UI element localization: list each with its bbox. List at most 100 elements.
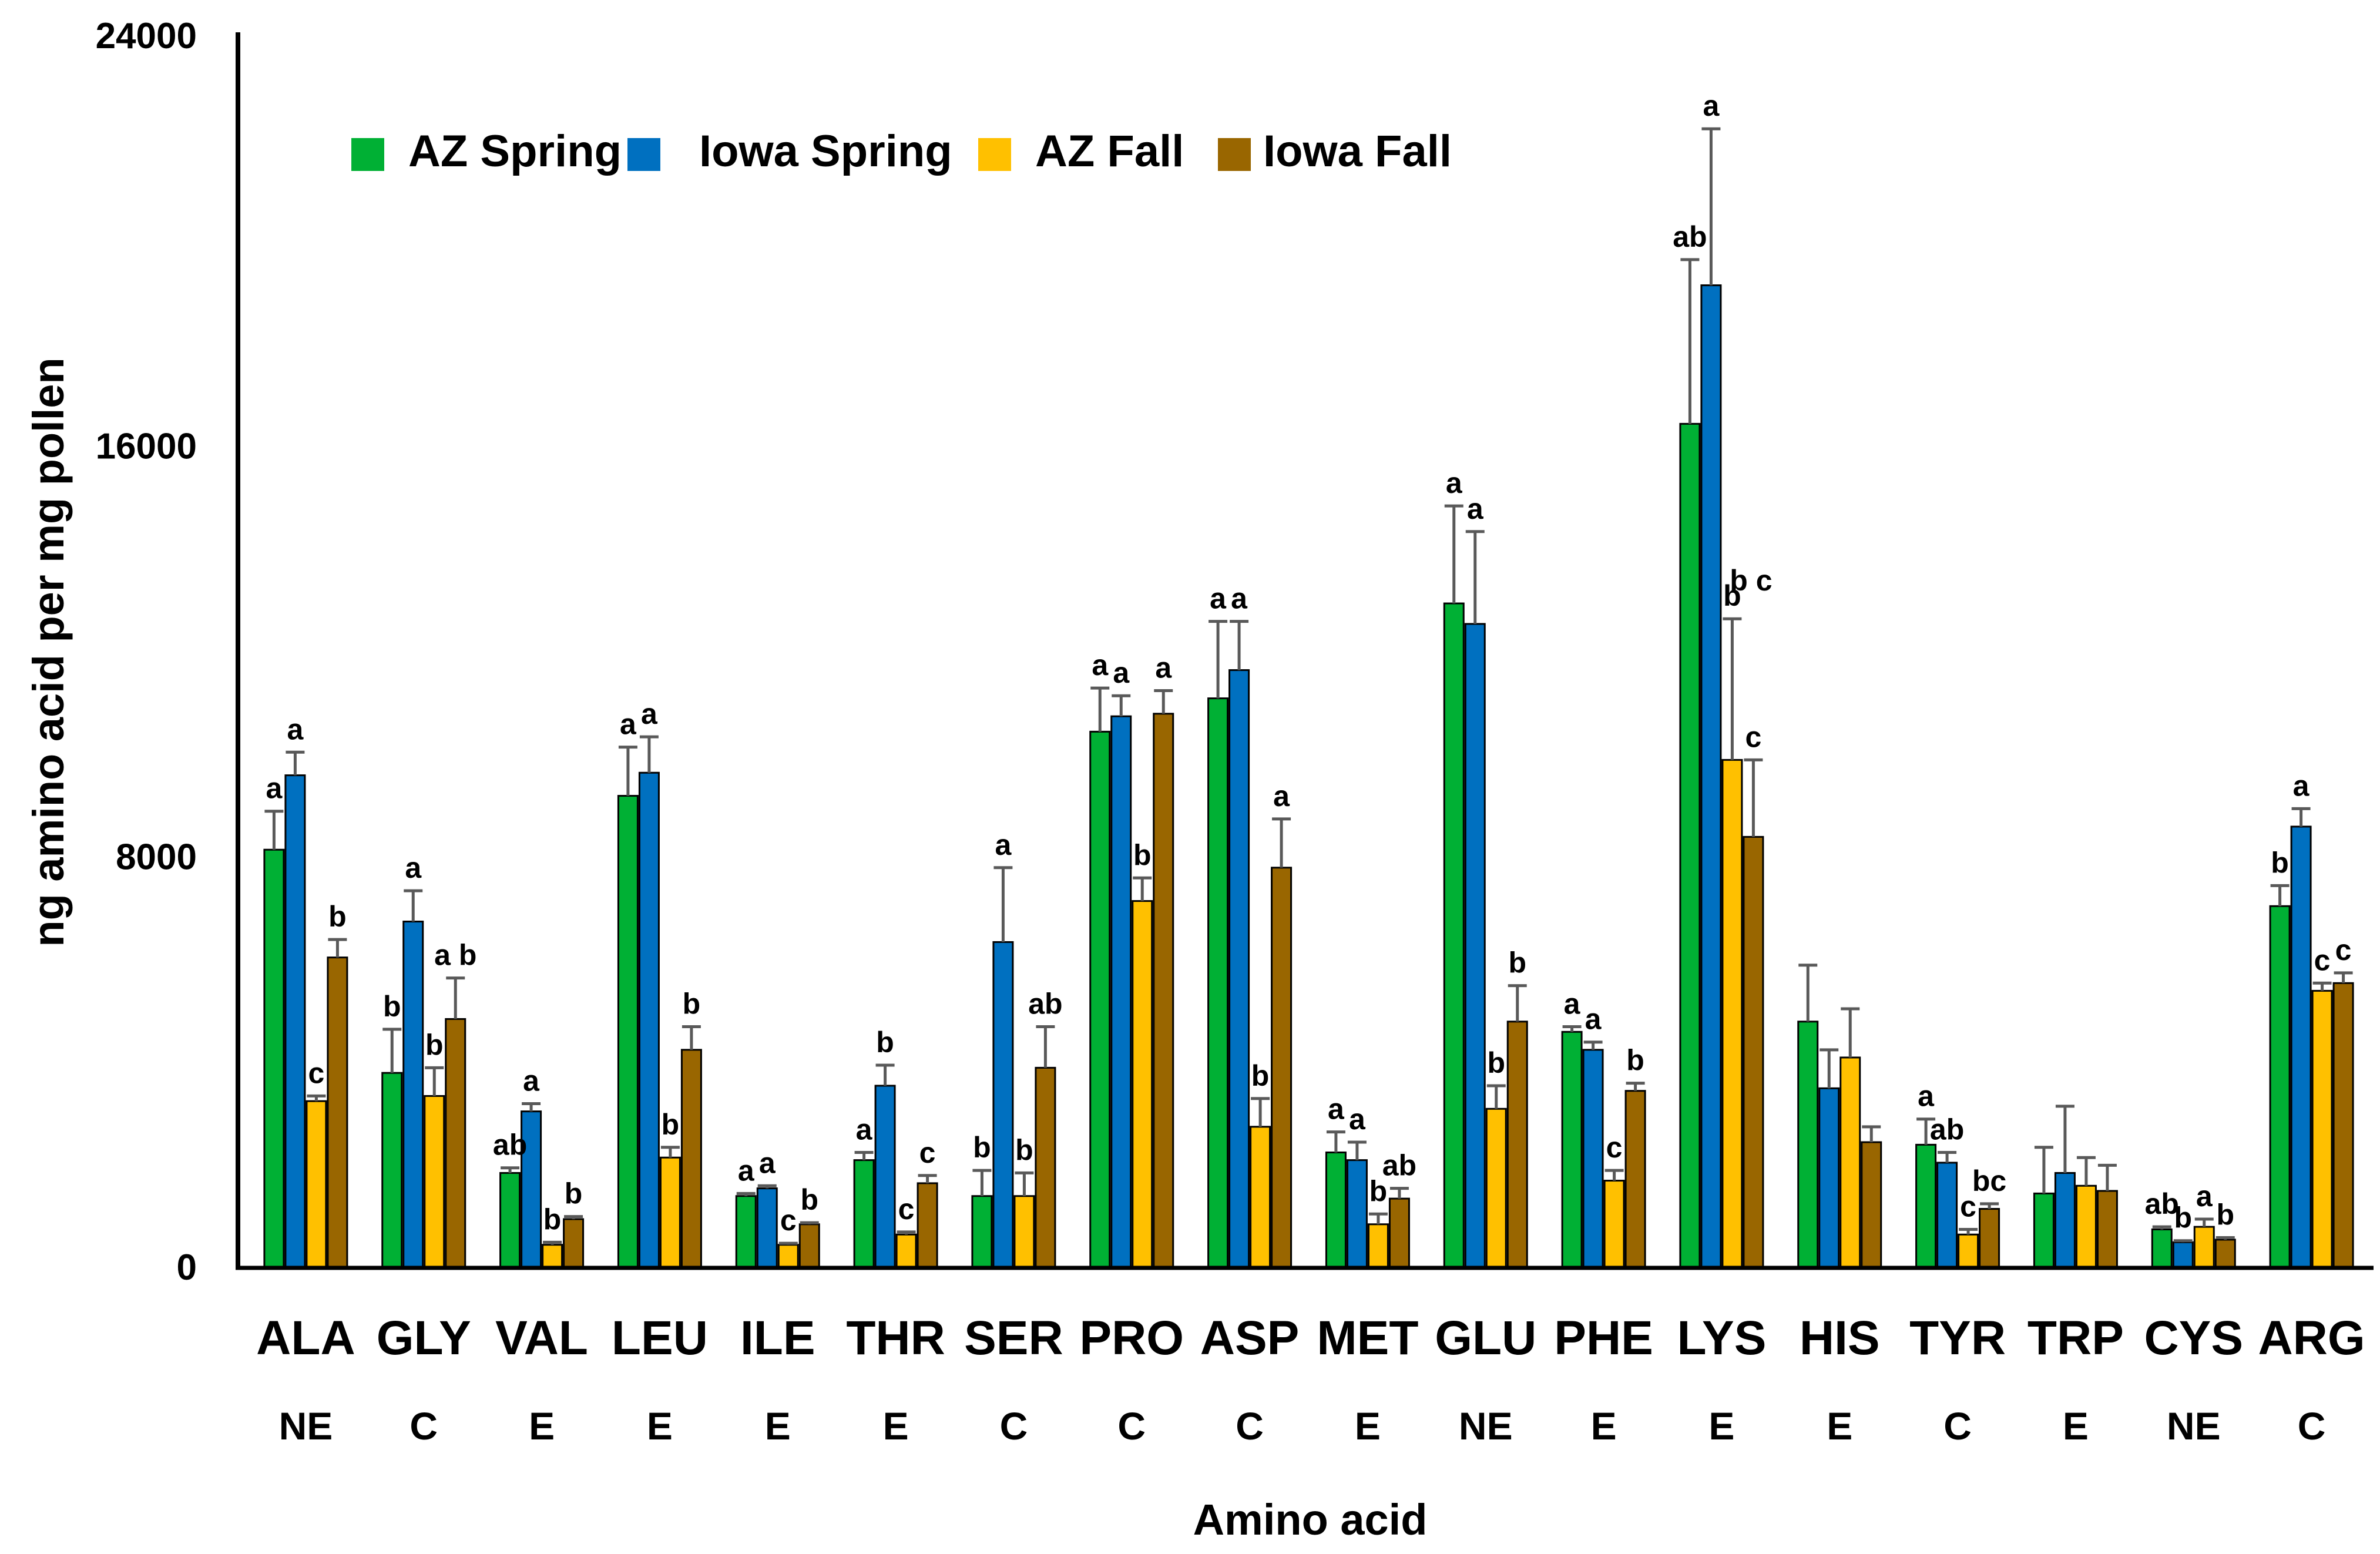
significance-label: a [620, 708, 637, 741]
significance-label: a [1113, 656, 1130, 689]
bar-cys-az-fall [2193, 1226, 2215, 1269]
significance-label: a [1349, 1103, 1366, 1136]
bar-pro-az-fall [1132, 900, 1153, 1269]
significance-label: b [383, 990, 401, 1023]
significance-label: b [2174, 1201, 2192, 1234]
significance-label: ab [1673, 220, 1707, 253]
legend-swatch-iowa-spring [627, 138, 660, 171]
significance-label: a [1273, 780, 1290, 813]
significance-label: b [800, 1183, 818, 1216]
legend-label: Iowa Spring [699, 126, 952, 176]
x-tick-label: GLU [1435, 1311, 1536, 1365]
x-tick-label: VAL [495, 1311, 588, 1365]
bar-val-az-fall [542, 1244, 563, 1269]
significance-label: a [405, 851, 422, 884]
legend: AZ Spring Iowa Spring AZ Fall Iowa Fall [351, 126, 1452, 176]
x-tick-label: MET [1317, 1311, 1418, 1365]
bar-his-az-fall [1839, 1056, 1861, 1269]
significance-label: b [683, 988, 701, 1021]
significance-label: b [2216, 1198, 2234, 1231]
bar-tyr-az-fall [1958, 1233, 1979, 1269]
bar-ser-az-spring [971, 1195, 993, 1269]
significance-label: c [1745, 720, 1762, 753]
significance-label: c [780, 1204, 797, 1237]
significance-label: b [662, 1108, 680, 1141]
x-tick-label: PHE [1554, 1311, 1653, 1365]
bar-tyr-iowa-fall [1979, 1208, 2000, 1269]
amino-acid-class-label: E [1355, 1404, 1381, 1448]
amino-acid-class-label: NE [279, 1404, 333, 1448]
bar-ala-az-fall [306, 1100, 327, 1269]
bar-his-iowa-fall [1861, 1141, 1882, 1269]
significance-label: ab [1028, 988, 1062, 1021]
bar-glu-iowa-spring [1464, 623, 1486, 1269]
significance-label: a [266, 772, 283, 805]
x-tick-label: HIS [1800, 1311, 1880, 1365]
bars-layer [263, 284, 2354, 1269]
x-tick-label: TRP [2027, 1311, 2124, 1365]
amino-acid-class-label: E [883, 1404, 909, 1448]
bar-val-iowa-fall [563, 1218, 585, 1269]
x-tick-label: ALA [256, 1311, 355, 1365]
legend-swatch-az-fall [978, 138, 1011, 171]
significance-label: b [2271, 846, 2289, 879]
bar-met-az-spring [1325, 1152, 1347, 1269]
amino-acid-class-label: NE [1459, 1404, 1513, 1448]
significance-label: b [1369, 1174, 1388, 1207]
bar-thr-iowa-spring [874, 1085, 896, 1269]
bar-arg-az-fall [2311, 989, 2333, 1269]
bar-trp-iowa-spring [2054, 1172, 2076, 1269]
x-tick-label: LYS [1677, 1311, 1766, 1365]
significance-label: c [1606, 1131, 1623, 1164]
significance-label: a [2196, 1180, 2213, 1213]
bar-ile-az-spring [735, 1195, 757, 1269]
bar-met-iowa-fall [1388, 1197, 1410, 1269]
bar-met-az-fall [1367, 1223, 1389, 1269]
significance-label: ab [1382, 1149, 1416, 1182]
significance-label: b [876, 1026, 894, 1059]
bar-lys-az-fall [1721, 758, 1743, 1269]
significance-label: b c [1730, 564, 1772, 597]
y-tick-label: 0 [177, 1247, 197, 1288]
axes-layer [236, 32, 2374, 1270]
axis-labels-layer: ALA NE GLY C VAL E LEU E ILE E THR E SER C PRO C ASP C MET… [24, 16, 2365, 1544]
bar-gly-az-spring [381, 1072, 403, 1269]
bar-leu-iowa-spring [638, 771, 660, 1269]
significance-label: a [1446, 466, 1463, 499]
significance-label: a [287, 713, 304, 746]
x-tick-label: TYR [1909, 1311, 2006, 1365]
significance-label: ab [1930, 1113, 1964, 1146]
bar-cys-iowa-spring [2172, 1241, 2194, 1269]
bar-pro-az-spring [1089, 730, 1111, 1269]
y-axis-title: ng amino acid per mg pollen [24, 357, 73, 947]
legend-label: AZ Spring [408, 126, 622, 176]
bar-cys-az-spring [2151, 1229, 2173, 1269]
significance-label: b [425, 1028, 444, 1061]
significance-label: b [1251, 1059, 1270, 1092]
amino-acid-class-label: E [647, 1404, 673, 1448]
significance-label: b [973, 1131, 991, 1164]
bar-lys-iowa-fall [1743, 835, 1764, 1269]
significance-label: b [1133, 838, 1152, 871]
bar-gly-iowa-spring [402, 921, 424, 1269]
bar-glu-az-spring [1443, 602, 1465, 1269]
significance-label: a [738, 1154, 755, 1187]
bar-asp-iowa-fall [1271, 867, 1293, 1269]
bar-thr-az-fall [895, 1233, 917, 1269]
significance-label: ab [2145, 1187, 2179, 1220]
bar-ser-iowa-spring [992, 941, 1014, 1269]
bar-his-iowa-spring [1818, 1087, 1840, 1269]
significance-label: a [641, 697, 658, 730]
significance-label: a [1231, 582, 1248, 615]
bar-trp-az-spring [2033, 1192, 2055, 1269]
amino-acid-class-label: E [765, 1404, 791, 1448]
bar-glu-az-fall [1485, 1107, 1507, 1269]
significance-label: b [1487, 1046, 1505, 1079]
amino-acid-class-label: E [1591, 1404, 1617, 1448]
significance-label: a [856, 1113, 873, 1146]
significance-label: b [1015, 1133, 1033, 1166]
bar-lys-az-spring [1679, 422, 1701, 1269]
amino-acid-class-label: C [2298, 1404, 2326, 1448]
significance-label: b [1723, 579, 1741, 612]
